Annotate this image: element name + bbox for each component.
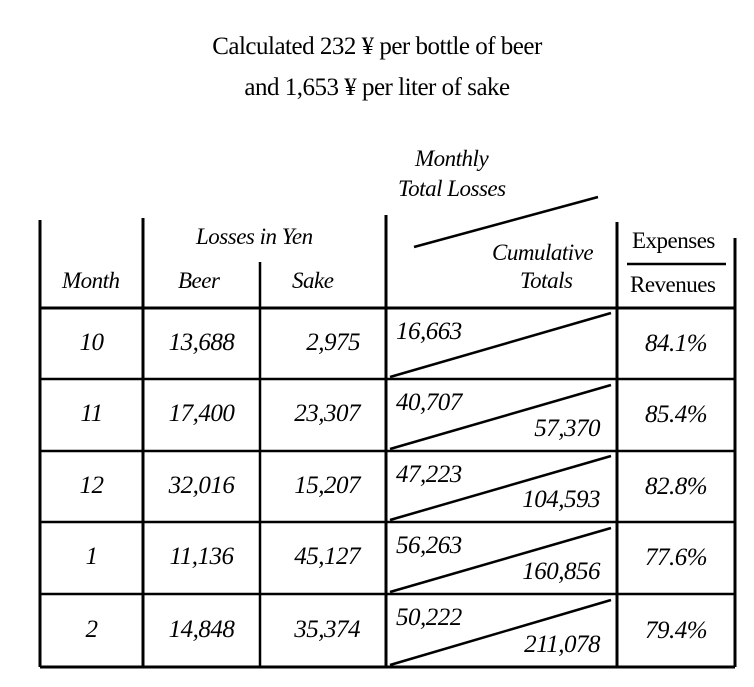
header-sake: Sake <box>292 268 334 293</box>
cell-beer: 17,400 <box>168 400 235 427</box>
cell-monthly-total: 16,663 <box>396 318 462 345</box>
cell-cumulative-total: 57,370 <box>534 415 600 442</box>
header-monthly-line2: Total Losses <box>398 176 506 201</box>
cell-month: 10 <box>79 328 105 356</box>
cell-expense-ratio: 84.1% <box>644 329 708 357</box>
header-cumulative-line2: Totals <box>520 268 573 293</box>
header-cumulative-line1: Cumulative <box>492 240 594 265</box>
cell-sake: 23,307 <box>294 400 360 427</box>
cell-cumulative-total: 104,593 <box>522 486 600 513</box>
cell-sake: 15,207 <box>294 471 360 499</box>
header-diagonal <box>413 195 599 249</box>
header-monthly-line1: Monthly <box>415 146 489 171</box>
cell-month: 2 <box>85 615 99 643</box>
row-diagonal <box>389 383 612 451</box>
cell-month: 1 <box>85 543 99 570</box>
cell-sake: 2,975 <box>306 328 360 356</box>
cell-beer: 11,136 <box>169 543 234 570</box>
cell-month: 12 <box>79 471 105 499</box>
cell-expense-ratio: 82.8% <box>644 472 708 500</box>
header-month: Month <box>62 268 120 293</box>
row-diagonal <box>389 598 612 667</box>
title-line-1: Calculated 232 ¥ per bottle of beer <box>212 33 542 60</box>
cell-beer: 13,688 <box>168 328 235 356</box>
cell-monthly-total: 40,707 <box>396 389 462 416</box>
header-revenues: Revenues <box>630 272 716 297</box>
cell-expense-ratio: 79.4% <box>644 616 708 644</box>
row-diagonal <box>389 526 612 594</box>
cell-cumulative-total: 211,078 <box>524 631 600 658</box>
header-losses-in-yen: Losses in Yen <box>196 224 313 249</box>
cell-expense-ratio: 77.6% <box>644 544 708 571</box>
cell-sake: 45,127 <box>294 543 360 570</box>
row-diagonal <box>389 454 612 522</box>
cell-monthly-total: 47,223 <box>396 461 462 488</box>
row-diagonal <box>389 311 612 379</box>
header-beer: Beer <box>178 268 220 293</box>
cell-cumulative-total: 160,856 <box>522 558 600 585</box>
cell-expense-ratio: 85.4% <box>644 401 708 428</box>
title-line-2: and 1,653 ¥ per liter of sake <box>244 74 510 101</box>
header-expenses: Expenses <box>632 228 715 253</box>
cell-month: 11 <box>80 400 103 427</box>
cell-monthly-total: 56,263 <box>396 532 462 559</box>
cell-sake: 35,374 <box>294 615 360 643</box>
cell-beer: 32,016 <box>168 471 235 499</box>
cell-monthly-total: 50,222 <box>396 604 462 631</box>
cell-beer: 14,848 <box>168 615 235 643</box>
